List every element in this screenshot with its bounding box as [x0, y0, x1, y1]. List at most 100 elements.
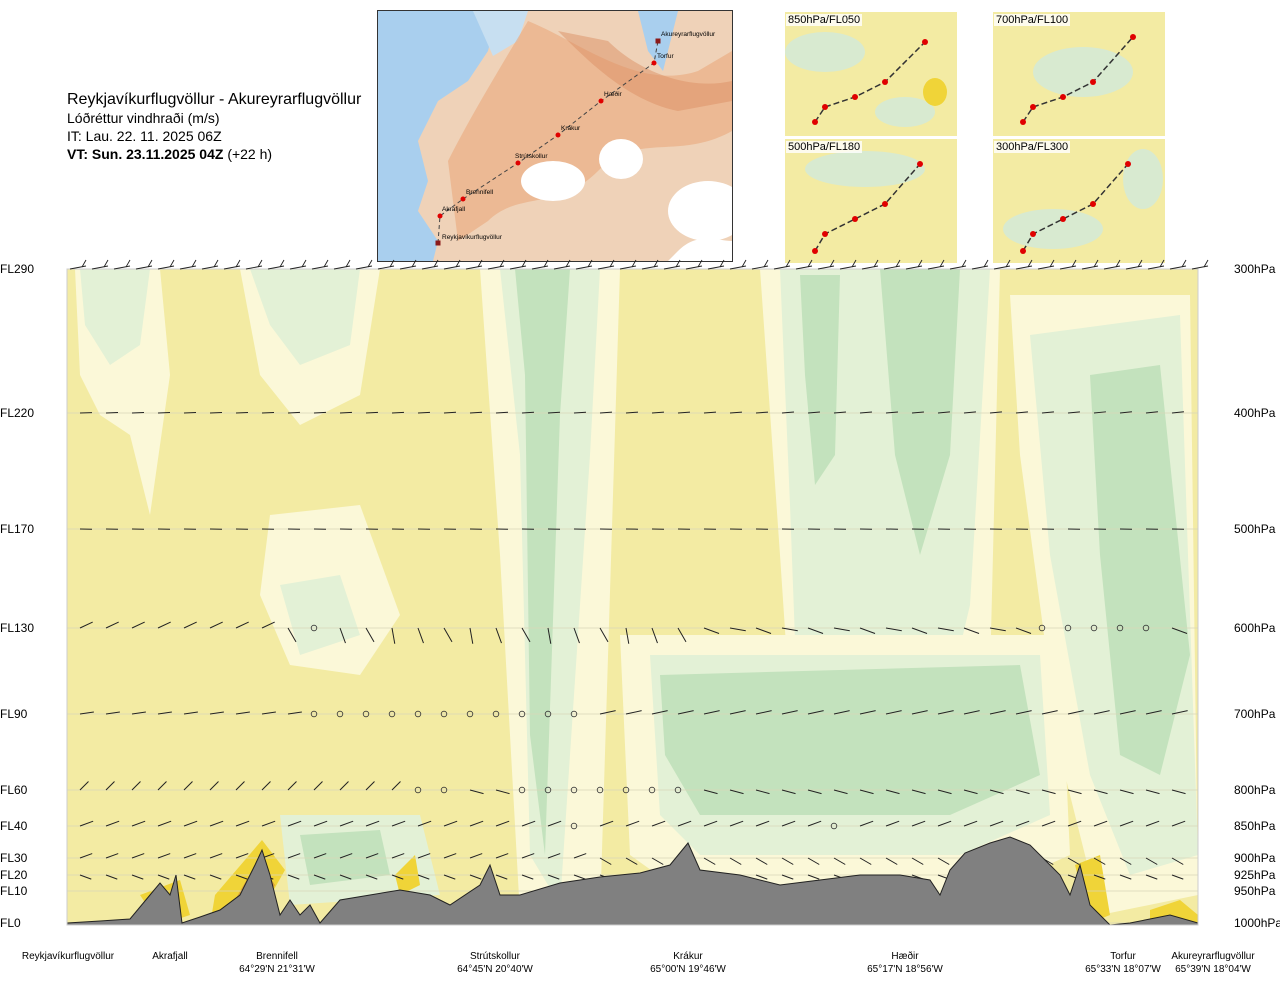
- wind-barb: [391, 853, 405, 859]
- wind-barb: [313, 411, 327, 414]
- wind-barb: [289, 265, 307, 270]
- wind-barb: [729, 265, 747, 270]
- wind-barb: [547, 853, 561, 859]
- wind-barb: [703, 411, 717, 414]
- wind-barb: [861, 265, 879, 270]
- wind-barb: [417, 874, 430, 880]
- wind-barb: [261, 820, 276, 827]
- contour-region: [280, 575, 360, 655]
- wind-barb: [703, 627, 720, 634]
- wind-barb: [1119, 411, 1132, 414]
- wind-barb: [1067, 710, 1084, 715]
- wind-barb: [781, 874, 794, 880]
- wind-barb: [443, 411, 457, 414]
- flight-level-label: FL290: [0, 262, 35, 276]
- calm-marker: [622, 786, 630, 794]
- wind-barb: [521, 411, 535, 414]
- wind-barb: [495, 874, 508, 880]
- wind-barb: [781, 627, 798, 632]
- wind-barb: [1081, 265, 1099, 270]
- wind-barb: [157, 711, 172, 715]
- wind-barb: [1059, 265, 1077, 270]
- location-label: Hæðir 65°17'N 18°56'W: [867, 950, 943, 976]
- calm-marker: [492, 710, 500, 718]
- calm-marker: [466, 710, 474, 718]
- wind-barb: [1191, 265, 1209, 270]
- wind-barb: [1171, 820, 1186, 827]
- wind-barb: [625, 820, 640, 827]
- wind-barb: [1147, 265, 1165, 270]
- wind-barb: [1067, 820, 1082, 827]
- wind-barb: [313, 874, 326, 880]
- wind-barb: [521, 820, 536, 827]
- wind-barb: [235, 411, 249, 414]
- location-coordinate: 65°33'N 18°07'W: [1085, 964, 1161, 975]
- pressure-label: 950hPa: [1234, 884, 1276, 898]
- wind-barb: [911, 411, 924, 414]
- wind-barb-flag: [1181, 259, 1187, 268]
- wind-barb: [547, 874, 560, 880]
- location-name: Hæðir: [891, 951, 919, 962]
- wind-barb: [625, 411, 639, 414]
- location-name: Akureyrarflugvöllur: [1171, 951, 1255, 962]
- wind-barb: [989, 710, 1006, 715]
- wind-barb: [209, 621, 223, 629]
- wind-barb: [495, 789, 510, 795]
- wind-barb: [677, 411, 691, 414]
- wind-barb: [1119, 857, 1132, 865]
- wind-barb: [911, 710, 928, 715]
- wind-barb: [937, 710, 954, 715]
- top-wind-barbs: [69, 259, 1209, 270]
- wind-barb-flag: [1093, 259, 1099, 268]
- wind-barb: [311, 265, 329, 270]
- calm-marker: [388, 710, 396, 718]
- wind-barb: [641, 265, 659, 270]
- location-label: Brennifell 64°29'N 21°31'W: [239, 950, 315, 976]
- wind-barb: [1093, 789, 1108, 795]
- calm-marker: [1038, 624, 1046, 632]
- location-name: Reykjavíkurflugvöllur: [21, 951, 115, 962]
- flight-level-label: FL0: [0, 916, 21, 930]
- wind-barb-flag: [983, 259, 989, 268]
- wind-barb: [235, 711, 250, 715]
- wind-barb: [755, 857, 768, 865]
- flight-level-label: FL220: [0, 406, 35, 420]
- location-name: Akrafjall: [152, 951, 188, 962]
- wind-barb: [1125, 265, 1143, 270]
- terrain-profile: [67, 836, 1198, 925]
- wind-barb: [911, 789, 926, 795]
- wind-barb: [495, 627, 502, 644]
- calm-marker: [1116, 624, 1124, 632]
- wind-barb-flag: [191, 259, 197, 268]
- wind-barb: [1015, 265, 1033, 270]
- wind-barb: [1093, 710, 1110, 715]
- wind-barb: [703, 710, 720, 715]
- mini-map-canvas: [785, 139, 957, 263]
- wind-barb: [1041, 820, 1056, 827]
- wind-barb: [1145, 411, 1158, 414]
- wind-barb: [365, 411, 379, 414]
- wind-barb: [677, 710, 694, 715]
- wind-barb: [339, 781, 349, 791]
- mini-map-label: 850hPa/FL050: [786, 14, 863, 26]
- wind-barb-flag: [103, 259, 109, 268]
- wind-barb: [245, 265, 263, 270]
- wind-barb: [971, 265, 989, 270]
- wind-barb: [597, 265, 615, 270]
- wind-barb: [989, 789, 1004, 795]
- valid-time: VT: Sun. 23.11.2025 04Z (+22 h): [67, 145, 361, 163]
- wind-barb: [1103, 265, 1121, 270]
- wind-barb: [807, 627, 824, 634]
- wind-barb: [963, 820, 978, 827]
- wind-barb: [807, 789, 822, 795]
- wind-barb: [105, 853, 119, 859]
- wind-barb: [859, 789, 874, 795]
- wind-barb: [339, 411, 353, 414]
- location-name: Krákur: [673, 951, 703, 962]
- wind-barb: [651, 710, 668, 715]
- wind-barb: [157, 874, 170, 880]
- wind-barb: [883, 265, 901, 270]
- wind-barb: [377, 265, 395, 270]
- wind-barb: [469, 627, 474, 644]
- wind-barb: [209, 781, 219, 791]
